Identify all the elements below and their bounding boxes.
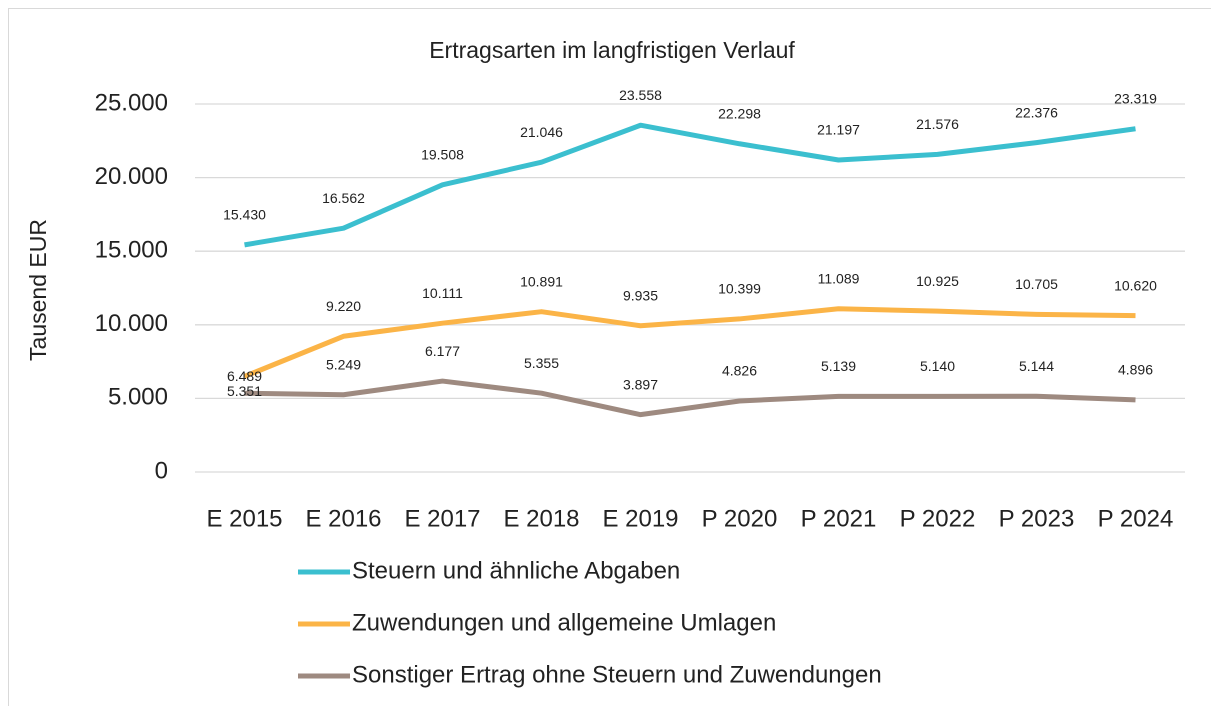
chart-frame [8,8,1211,706]
y-tick-label: 0 [155,457,168,484]
data-label: 22.298 [718,105,761,121]
data-label: 21.576 [916,116,959,132]
data-label: 19.508 [421,147,464,163]
x-tick-label: P 2024 [1098,505,1174,532]
data-label: 11.089 [818,270,860,286]
y-tick-label: 5.000 [108,384,168,411]
data-label: 21.197 [817,122,860,138]
data-label: 15.430 [223,207,266,223]
x-tick-label: E 2015 [206,505,282,532]
data-label: 22.376 [1015,104,1058,120]
y-tick-label: 25.000 [95,89,168,116]
series-line [243,306,1136,379]
series-line [244,378,1136,418]
data-label: 5.249 [326,356,361,372]
data-label: 6.489 [227,368,262,384]
data-label: 10.705 [1015,276,1058,292]
data-label: 16.562 [322,190,365,206]
data-label: 5.355 [524,355,559,371]
legend-label: Steuern und ähnliche Abgaben [352,557,680,584]
data-label: 5.139 [821,358,856,374]
chart-title: Ertragsarten im langfristigen Verlauf [429,37,795,63]
data-label: 9.220 [326,298,361,314]
data-label: 9.935 [623,287,658,303]
data-label: 21.046 [520,124,563,140]
x-tick-label: E 2016 [305,505,381,532]
y-tick-label: 10.000 [95,310,168,337]
data-label: 5.140 [920,358,955,374]
data-label: 3.897 [623,376,658,392]
y-tick-label: 20.000 [95,163,168,190]
data-label: 4.826 [722,363,757,379]
data-label: 23.319 [1114,90,1157,106]
data-label: 6.177 [425,343,460,359]
x-tick-label: P 2020 [702,505,778,532]
data-label: 10.111 [422,285,463,301]
data-label: 5.351 [227,383,262,399]
x-tick-label: P 2022 [900,505,976,532]
x-tick-label: P 2023 [999,505,1075,532]
y-axis-label: Tausend EUR [25,219,51,361]
data-label: 4.896 [1118,362,1153,378]
x-tick-label: P 2021 [801,505,877,532]
data-label: 10.891 [520,273,563,289]
y-tick-label: 15.000 [95,237,168,264]
x-tick-label: E 2019 [602,505,678,532]
series-line [244,122,1136,248]
data-label: 10.925 [916,273,959,289]
data-label: 10.620 [1114,277,1157,293]
x-tick-label: E 2017 [404,505,480,532]
data-label: 5.144 [1019,358,1054,374]
data-label: 10.399 [718,281,761,297]
legend-label: Zuwendungen und allgemeine Umlagen [352,609,776,636]
legend-label: Sonstiger Ertrag ohne Steuern und Zuwend… [352,661,882,688]
data-label: 23.558 [619,87,662,103]
x-tick-label: E 2018 [503,505,579,532]
